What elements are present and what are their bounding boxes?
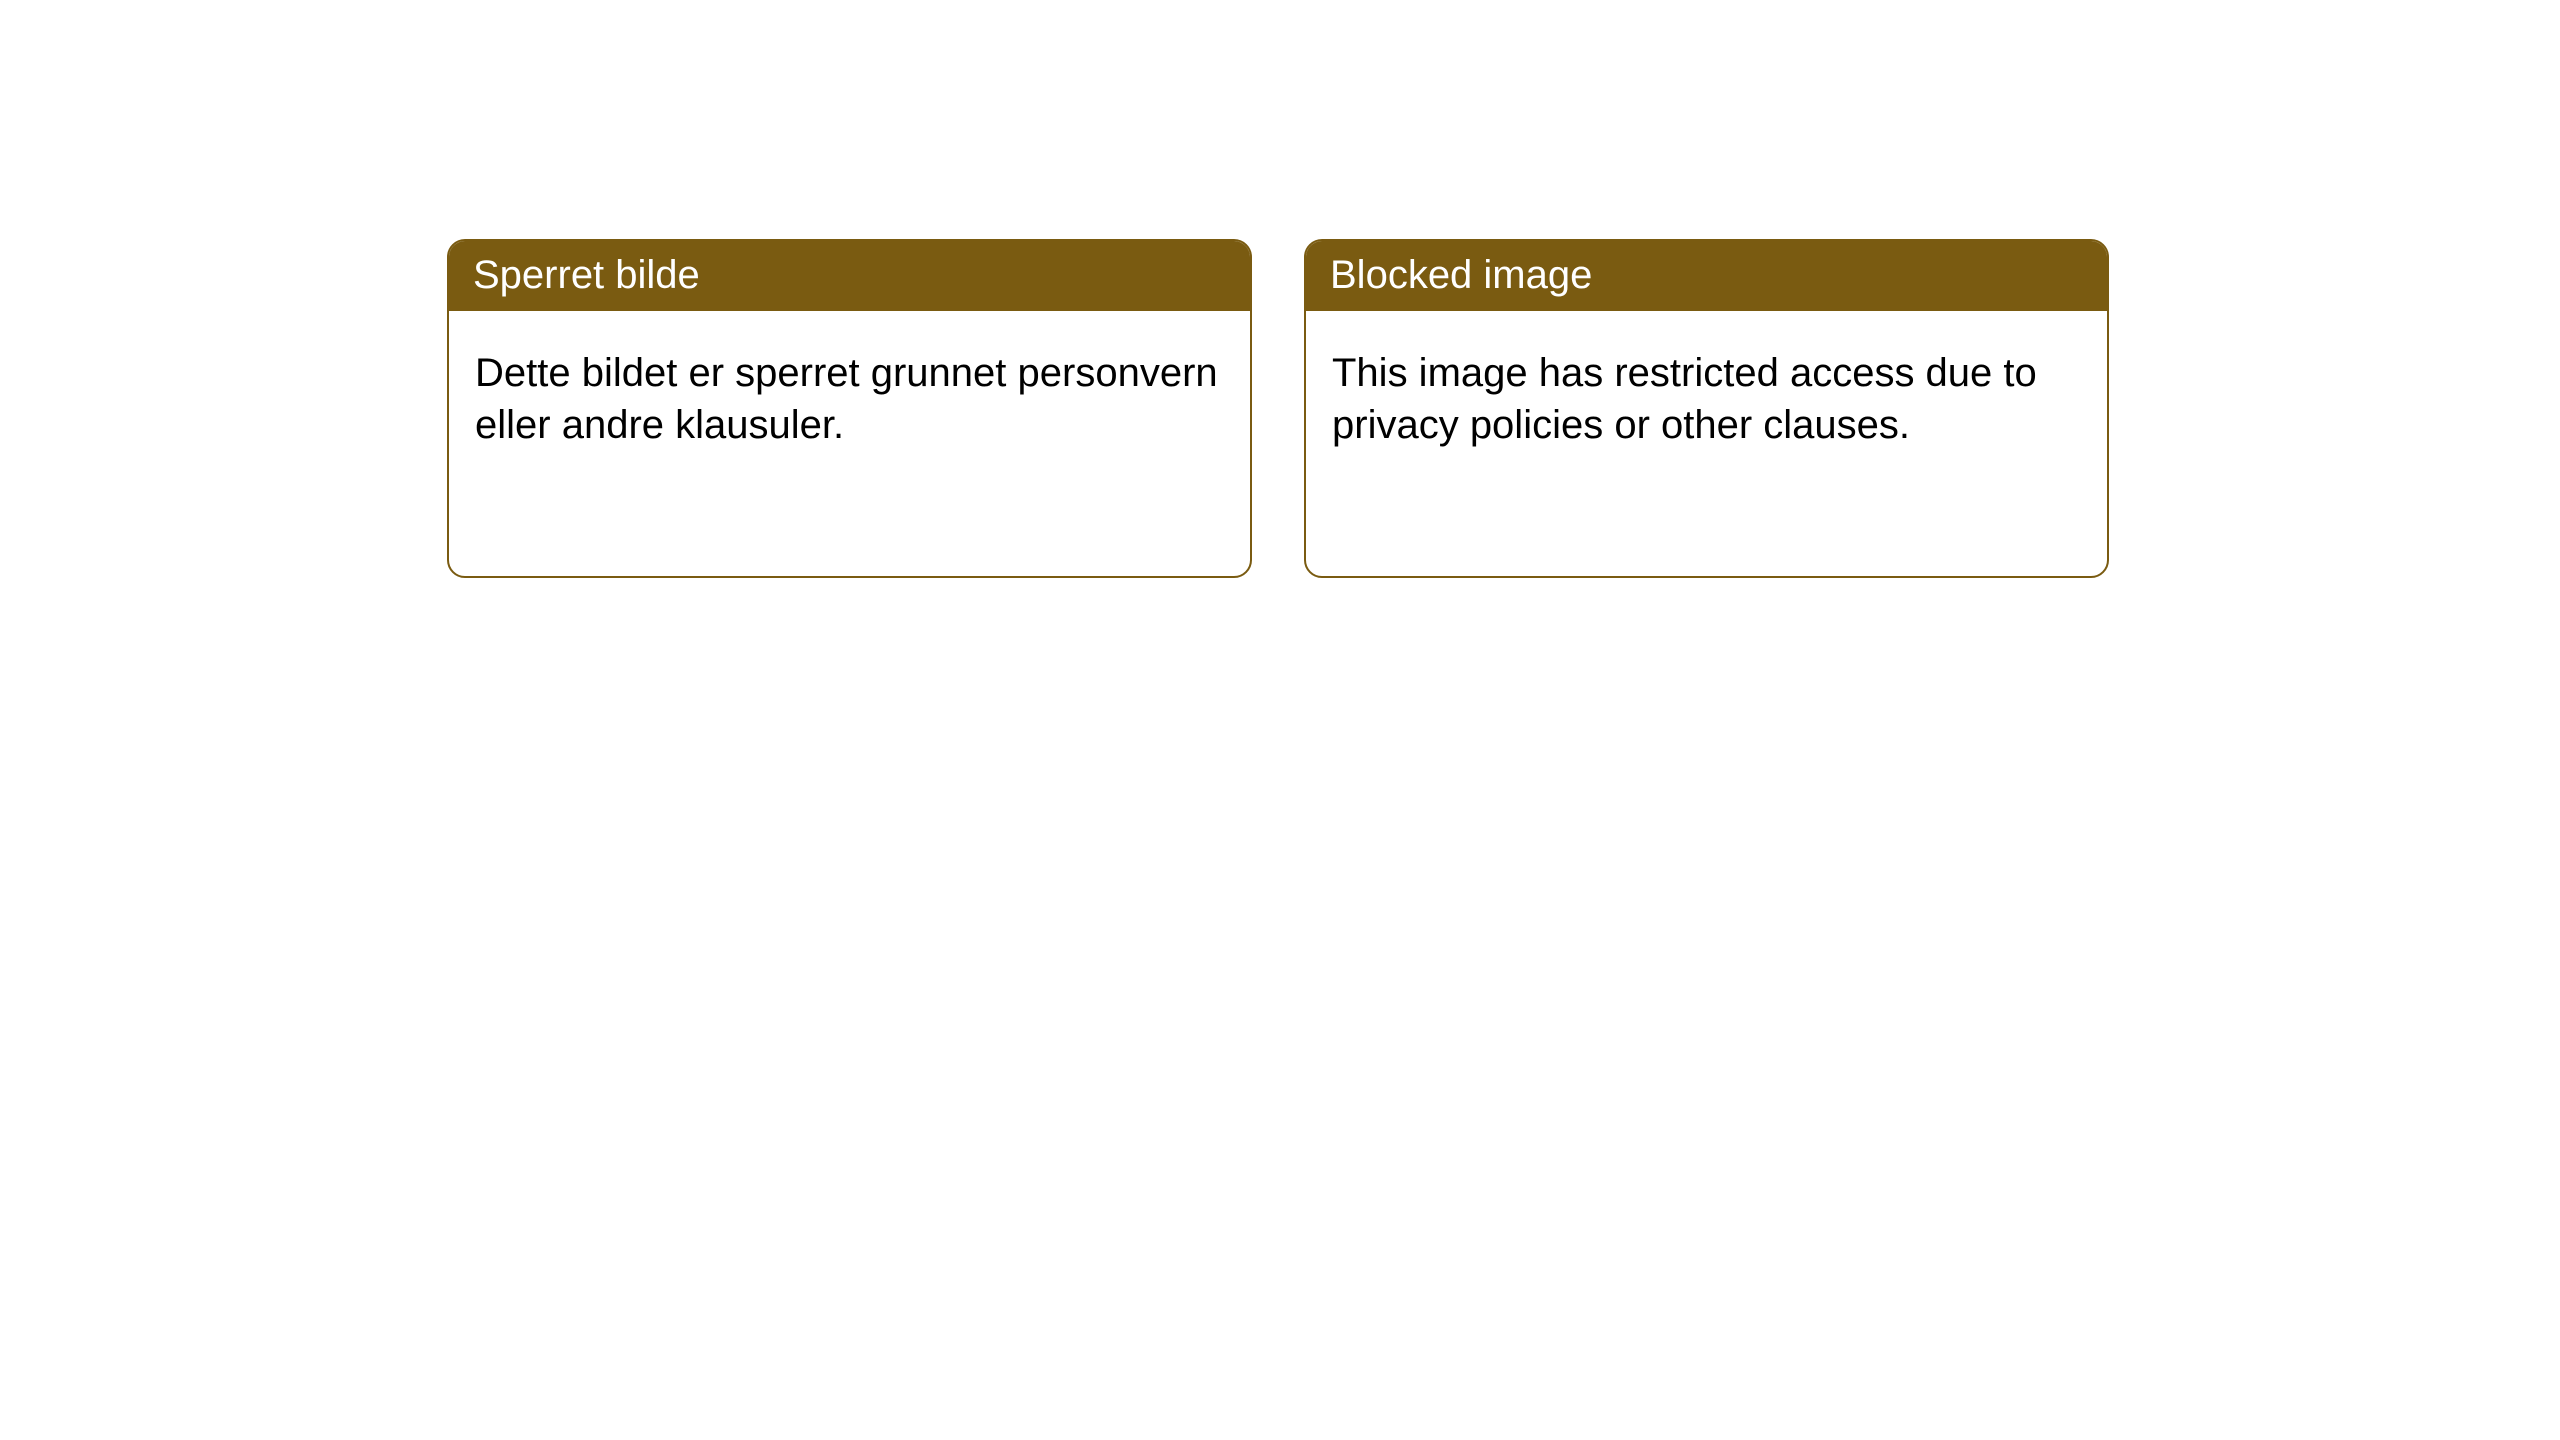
card-body: This image has restricted access due to …: [1306, 311, 2107, 487]
notice-card-english: Blocked image This image has restricted …: [1304, 239, 2109, 578]
notice-cards-container: Sperret bilde Dette bildet er sperret gr…: [0, 0, 2560, 578]
card-header: Blocked image: [1306, 241, 2107, 311]
card-body: Dette bildet er sperret grunnet personve…: [449, 311, 1250, 487]
card-header: Sperret bilde: [449, 241, 1250, 311]
notice-card-norwegian: Sperret bilde Dette bildet er sperret gr…: [447, 239, 1252, 578]
